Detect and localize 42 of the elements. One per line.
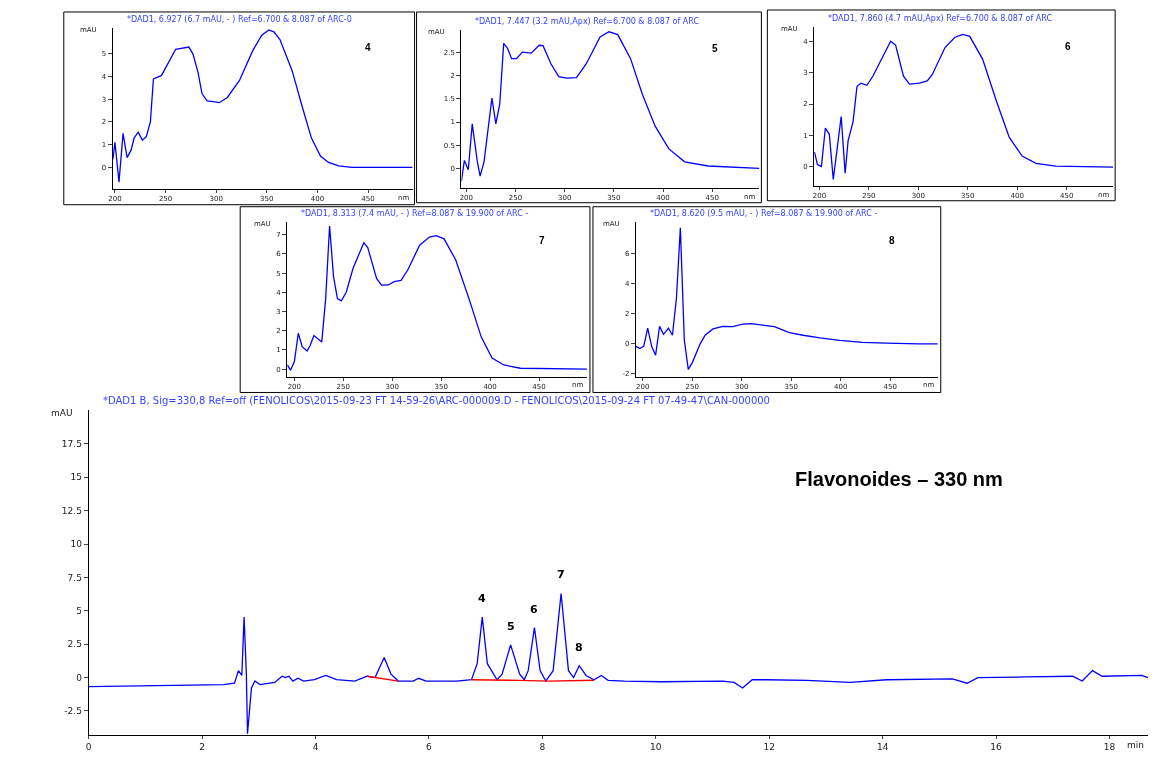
chart-title: *DAD1, 6.927 (6.7 mAU, - ) Ref=6.700 & 8.087 of ARC-0	[127, 15, 352, 24]
y-tick-label: 15	[70, 472, 82, 483]
x-tick-label: 4	[312, 741, 319, 752]
annotation: 7	[539, 235, 545, 246]
x-tick-label: 10	[650, 741, 662, 752]
x-tick-label: 18	[1103, 741, 1116, 752]
chart-title: *DAD1, 7.860 (4.7 mAU,Apx) Ref=6.700 & 8.087 of ARC	[828, 14, 1053, 23]
line-series	[814, 33, 1114, 181]
x-tick-label: 6	[426, 741, 433, 752]
annotation: 6	[530, 603, 538, 616]
chart-title: *DAD1 B, Sig=330,8 Ref=off (FENOLICOS\2015-09-23 FT 14-59-26\ARC-000009.D - FENOLICOS\2015-09-24 FT 07-49-47\CAN-000000	[103, 395, 770, 406]
annotation: 5	[507, 620, 515, 633]
annotation: 4	[365, 42, 371, 53]
y-tick-label: -2.5	[64, 706, 82, 717]
x-tick-label: 2	[199, 741, 205, 752]
annotation: 5	[712, 43, 718, 54]
chart-title: *DAD1, 7.447 (3.2 mAU,Apx) Ref=6.700 & 8.087 of ARC	[475, 17, 700, 26]
annotation: 4	[478, 592, 486, 605]
line-series	[287, 225, 587, 371]
annotation: 8	[575, 641, 583, 654]
y-axis-title: mAU	[51, 408, 73, 418]
x-tick-label: 16	[990, 741, 1003, 752]
x-tick-label: 14	[876, 741, 889, 752]
y-tick-label: 10	[70, 539, 83, 550]
line-series	[635, 227, 938, 370]
y-tick-label: 0	[76, 672, 83, 683]
y-tick-label: 5	[76, 605, 82, 616]
annotation: 7	[557, 568, 565, 581]
chart-title: *DAD1, 8.313 (7.4 mAU, - ) Ref=8.087 & 19.900 of ARC -	[301, 209, 529, 218]
x-tick-label: 8	[539, 741, 546, 752]
y-tick-label: 17.5	[61, 439, 82, 449]
x-tick-label: 12	[763, 741, 775, 752]
annotation: Flavonoides – 330 nm	[795, 468, 1003, 490]
x-axis-title: min	[1127, 740, 1144, 750]
annotation: 6	[1065, 41, 1071, 52]
y-tick-label: 2.5	[67, 639, 82, 650]
y-tick-label: 7.5	[67, 572, 82, 583]
y-tick-label: 12.5	[61, 505, 82, 516]
annotation: 8	[889, 235, 895, 246]
chart-title: *DAD1, 8.620 (9.5 mAU, - ) Ref=8.087 & 19.900 of ARC -	[650, 209, 878, 218]
x-tick-label: 0	[85, 741, 92, 752]
line-series	[112, 29, 413, 183]
